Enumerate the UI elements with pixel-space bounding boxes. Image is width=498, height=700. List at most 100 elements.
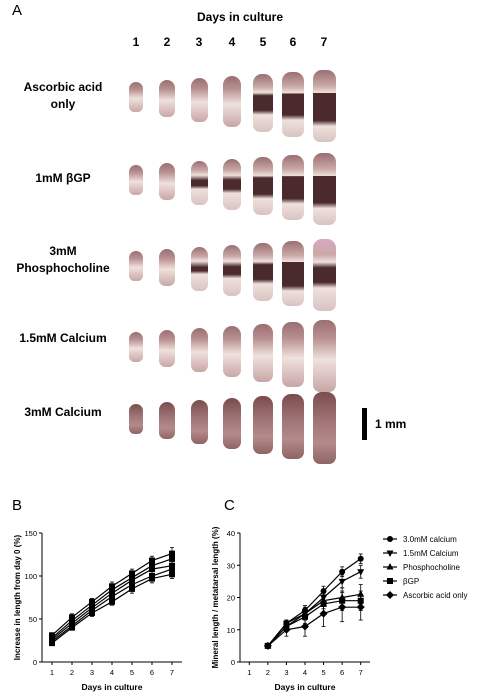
- bone-row3-day4: [222, 245, 242, 296]
- x-tick-label: 3: [90, 668, 94, 677]
- legend-entry: 1.5mM Calcium: [403, 549, 459, 558]
- data-point-s5: [49, 640, 55, 647]
- bone-row3-day2: [159, 249, 175, 286]
- x-tick-label: 4: [303, 668, 307, 677]
- y-tick-label: 0: [231, 658, 235, 667]
- data-point-s5: [89, 609, 95, 616]
- x-tick-label: 5: [130, 668, 134, 677]
- x-tick-label: 1: [50, 668, 54, 677]
- x-tick-label: 3: [284, 668, 288, 677]
- row-label-line1: 1mM βGP: [35, 171, 91, 185]
- bone-row2-day1: [129, 165, 143, 195]
- data-point-s5: [301, 622, 309, 631]
- chart-c-mineral-length: 1 2 3 4 5 6 7 0 10 20 30 40 Days in culture Mineral l…: [211, 526, 467, 692]
- bone-row5-day2: [159, 402, 175, 439]
- y-tick-label: 30: [227, 561, 235, 570]
- x-tick-label: 2: [266, 668, 270, 677]
- row-label-line1: 1.5mM Calcium: [19, 331, 107, 345]
- y-tick-label: 100: [24, 572, 37, 581]
- bone-row3-day7: [312, 239, 336, 311]
- bone-row3-day5: [253, 243, 273, 301]
- panel-c-letter: C: [224, 497, 235, 514]
- data-point-s1: [339, 568, 346, 575]
- y-axis-label: Increase in length from day 0 (%): [13, 534, 22, 660]
- y-tick-label: 50: [29, 615, 37, 624]
- bone-row3-day3: [190, 247, 208, 291]
- data-point-s5: [338, 603, 347, 612]
- x-tick-label: 1: [247, 668, 251, 677]
- bone-row2-day7: [312, 153, 336, 225]
- bone-row2-day6: [282, 155, 304, 220]
- x-tick-label: 4: [110, 668, 114, 677]
- day-number-4: 4: [228, 35, 236, 49]
- legend-entry: Ascorbic acid only: [403, 591, 467, 600]
- data-point-s2: [169, 555, 175, 562]
- bone-row4-day5: [253, 324, 273, 382]
- row-label-5: 3mM Calcium: [4, 404, 122, 421]
- data-point-s1: [357, 555, 364, 562]
- data-point-s1: [149, 557, 155, 564]
- legend-entry: Phosphocholine: [403, 563, 460, 572]
- y-tick-label: 20: [227, 594, 235, 603]
- scale-bar: [362, 408, 367, 440]
- data-point-s2: [357, 569, 365, 576]
- bone-row2-day4: [222, 159, 242, 210]
- bone-row5-day5: [253, 396, 273, 454]
- data-point-s3: [149, 566, 155, 573]
- day-number-1: 1: [132, 35, 140, 49]
- panel-a-letter: A: [12, 2, 23, 19]
- bone-row1-day6: [282, 72, 304, 137]
- legend-marker: [386, 591, 394, 599]
- legend-marker: [387, 536, 393, 542]
- x-tick-label: 7: [359, 668, 363, 677]
- bone-row4-day1: [129, 332, 143, 362]
- y-tick-label: 0: [33, 658, 37, 667]
- row-label-3: 3mM Phosphocholine: [4, 243, 122, 277]
- data-point-s4: [169, 566, 175, 573]
- row-label-line1: Ascorbic acid: [23, 80, 103, 94]
- bone-row4-day4: [222, 326, 242, 377]
- data-point-s5: [319, 609, 328, 618]
- day-number-3: 3: [195, 35, 203, 49]
- data-point-s5: [282, 625, 291, 634]
- bone-row5-day6: [282, 394, 304, 459]
- row-label-line1: 3mM: [49, 244, 77, 258]
- bone-row4-day3: [190, 328, 208, 372]
- x-tick-label: 2: [70, 668, 74, 677]
- data-point-s5: [69, 624, 75, 631]
- x-tick-label: 5: [321, 668, 325, 677]
- data-point-s4: [109, 593, 115, 600]
- data-point-s2: [338, 578, 346, 586]
- data-point-s5: [169, 571, 175, 578]
- scale-label: 1 mm: [375, 417, 407, 431]
- bone-row5-day3: [190, 400, 208, 444]
- data-point-s5: [129, 585, 135, 592]
- bone-row5-day7: [312, 392, 336, 464]
- bone-row3-day1: [129, 251, 143, 281]
- day-number-5: 5: [259, 35, 267, 49]
- bone-row1-day1: [129, 82, 143, 112]
- x-tick-label: 6: [340, 668, 344, 677]
- bone-row4-day2: [159, 330, 175, 367]
- row-label-1: Ascorbic acid only: [4, 79, 122, 113]
- day-number-7: 7: [320, 35, 328, 49]
- y-axis-label: Mineral length / metatarsal length (%): [211, 526, 220, 668]
- panel-b-letter: B: [12, 497, 23, 514]
- bone-row2-day2: [159, 163, 175, 200]
- bone-row2-day3: [190, 161, 208, 205]
- x-tick-label: 6: [150, 668, 154, 677]
- x-axis-label: Days in culture: [275, 682, 336, 692]
- bone-row1-day4: [222, 76, 242, 127]
- bone-row5-day4: [222, 398, 242, 449]
- series-line-5: [267, 606, 361, 647]
- data-point-s5: [109, 598, 115, 605]
- chart-b-increase-in-length: 1 2 3 4 5 6 7 0 50 100 150 Days in culture Increase …: [13, 529, 182, 692]
- row-label-line1: 3mM Calcium: [24, 405, 102, 419]
- y-tick-label: 10: [227, 626, 235, 635]
- bone-row1-day7: [312, 70, 336, 142]
- days-in-culture-header: Days in culture: [196, 10, 284, 24]
- x-tick-label: 7: [170, 668, 174, 677]
- data-point-s5: [149, 575, 155, 582]
- bone-row4-day6: [282, 322, 304, 387]
- data-point-s5: [263, 641, 272, 650]
